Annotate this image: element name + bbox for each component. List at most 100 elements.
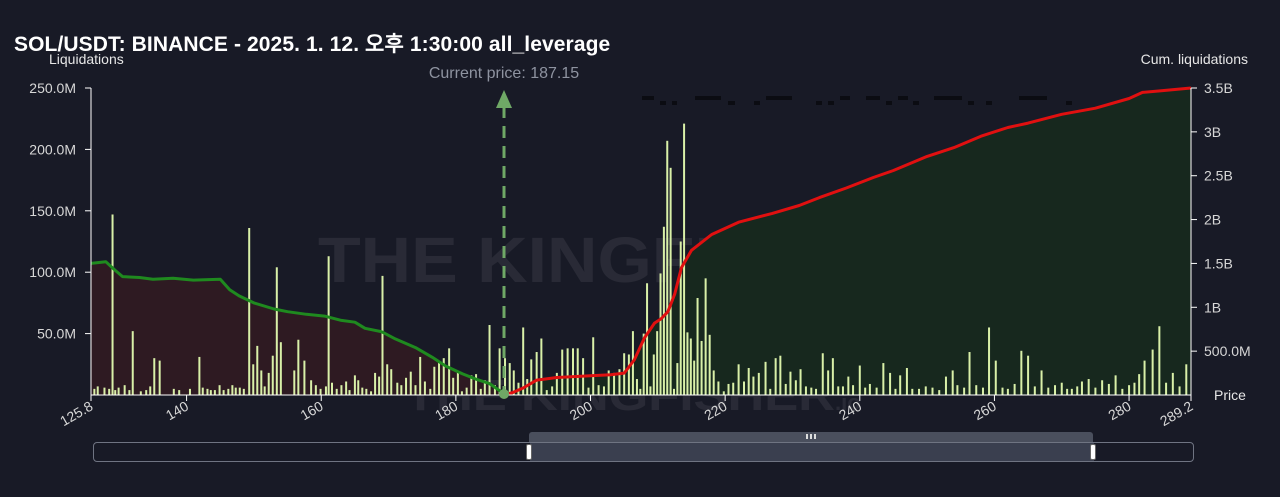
liquidation-bar [815, 388, 818, 395]
liquidation-bar [1080, 381, 1083, 395]
liquidation-bar [400, 385, 403, 395]
liquidation-bar [894, 388, 897, 395]
liquidation-bar [488, 325, 491, 395]
liquidation-bar [324, 386, 327, 395]
liquidation-bar [460, 391, 463, 395]
y-right-tick-label: 1B [1204, 299, 1221, 315]
liquidation-bar [108, 388, 111, 395]
current-price-marker: Current price: 187.15 [429, 65, 579, 399]
liquidation-bar [852, 385, 855, 395]
liquidation-bar [530, 359, 533, 395]
liquidation-bar [676, 363, 679, 395]
short-cum-line [503, 86, 1192, 397]
liquidation-bar [587, 387, 590, 395]
liquidation-bar [656, 331, 659, 395]
liquidation-bar [963, 387, 966, 395]
liquidation-bar [1171, 372, 1174, 395]
liquidation-bar [649, 386, 652, 395]
liquidation-bar [679, 241, 682, 395]
legend-dashes [642, 96, 1072, 105]
liquidation-bar [1047, 387, 1050, 395]
liquidation-bar [1151, 349, 1154, 395]
x-tick-label: 289.2 [1157, 398, 1196, 429]
liquidation-bar [1121, 388, 1124, 395]
liquidation-bar [841, 386, 844, 395]
liquidation-bar [938, 390, 941, 395]
liquidation-bar [93, 388, 96, 395]
current-price-arrow [496, 90, 513, 108]
liquidation-bar [956, 385, 959, 395]
y-left-tick-label: 50.0M [37, 326, 76, 342]
liquidation-bar [256, 345, 259, 395]
y-right-tick-label: 500.0M [1204, 343, 1251, 359]
liquidation-bar [508, 363, 511, 395]
liquidation-bar [847, 376, 850, 395]
liquidation-bar [222, 390, 225, 395]
y-right-tick-label: 2B [1204, 212, 1221, 228]
liquidation-bar [522, 327, 525, 395]
liquidation-bar [493, 385, 496, 395]
liquidation-bar [96, 386, 99, 395]
liquidation-bar [297, 339, 300, 395]
short-cum-area [504, 88, 1191, 395]
liquidation-bar [263, 386, 266, 395]
range-slider[interactable] [93, 442, 1194, 462]
liquidation-bar [209, 390, 212, 395]
liquidation-bar [911, 388, 914, 395]
liquidation-bar [666, 140, 669, 395]
liquidation-bar [696, 297, 699, 395]
liquidation-bar [1138, 374, 1141, 395]
liquidation-bar [1040, 370, 1043, 395]
liquidation-bar [827, 370, 830, 395]
liquidation-bar [858, 365, 861, 395]
liquidation-bar [348, 390, 351, 395]
liquidation-bar [231, 385, 234, 395]
liquidation-bar [968, 352, 971, 395]
liquidation-bar [158, 360, 161, 395]
liquidation-bar [868, 383, 871, 395]
liquidation-bar [994, 360, 997, 395]
liquidation-bar [1087, 379, 1090, 395]
range-slider-grip-icon[interactable] [806, 434, 816, 439]
liquidation-bar [988, 327, 991, 395]
liquidation-bar [335, 388, 338, 395]
liquidation-bar [238, 387, 241, 395]
liquidation-bar [442, 358, 445, 395]
liquidation-bar [1070, 388, 1073, 395]
liquidation-bar [452, 377, 455, 395]
liquidation-bar [475, 374, 478, 395]
liquidation-bar [370, 391, 373, 395]
range-slider-left-handle[interactable] [526, 444, 532, 460]
cumulative-areas [91, 88, 1191, 395]
liquidation-bar [470, 375, 473, 395]
liquidation-bar [123, 385, 126, 395]
liquidation-bar [386, 364, 389, 395]
current-price-label: Current price: 187.15 [429, 65, 579, 82]
liquidation-bar [405, 377, 408, 395]
liquidation-bar [252, 364, 255, 395]
liquidation-bar [712, 370, 715, 395]
liquidation-bar [512, 370, 515, 395]
liquidation-bar [1133, 382, 1136, 395]
liquidation-bar [378, 376, 381, 395]
range-slider-right-handle[interactable] [1090, 444, 1096, 460]
liquidation-bar [390, 369, 393, 395]
liquidation-bar [572, 348, 575, 395]
liquidation-bar [319, 388, 322, 395]
liquidation-bar [1107, 383, 1110, 395]
chart-title: SOL/USDT: BINANCE - 2025. 1. 12. 오후 1:30… [14, 33, 611, 56]
liquidation-bar [864, 387, 867, 395]
liquidation-bar [752, 376, 755, 395]
liquidation-bar [905, 367, 908, 395]
liquidation-bar [1158, 326, 1161, 395]
y-right-tick-label: 1.5B [1204, 255, 1233, 271]
liquidation-bar [234, 387, 237, 395]
liquidation-bar [1066, 388, 1069, 395]
liquidation-bar [784, 383, 787, 395]
liquidation-bar [1185, 364, 1188, 395]
range-slider-selection[interactable] [530, 443, 1094, 461]
liquidation-bar [646, 283, 649, 395]
liquidation-bar [423, 381, 426, 395]
liquidation-bar [576, 348, 579, 395]
y-left-tick-label: 250.0M [29, 80, 76, 96]
